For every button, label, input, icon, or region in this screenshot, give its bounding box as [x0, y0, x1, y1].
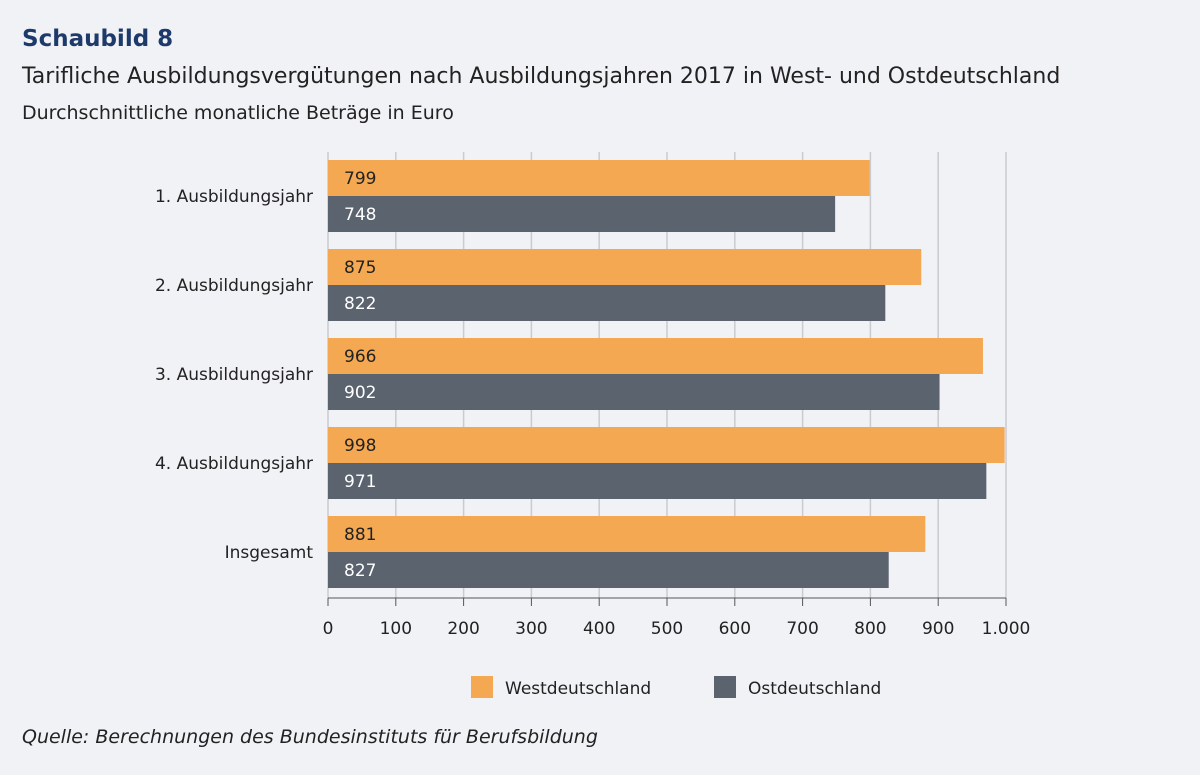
category-label: 1. Ausbildungsjahr — [155, 187, 313, 207]
tick-label: 0 — [323, 619, 334, 639]
tick-label: 500 — [651, 619, 683, 639]
bar-west — [328, 427, 1005, 463]
data-label: 881 — [344, 525, 376, 545]
data-label: 971 — [344, 472, 376, 492]
bar-ost — [328, 463, 987, 499]
data-label: 966 — [344, 347, 376, 367]
tick-label: 600 — [719, 619, 751, 639]
tick-label: 1.000 — [982, 619, 1031, 639]
tick-label: 100 — [380, 619, 412, 639]
data-label: 822 — [344, 294, 376, 314]
bar-ost — [328, 196, 836, 232]
bar-ost — [328, 374, 940, 410]
bar-west — [328, 160, 870, 196]
tick-label: 800 — [854, 619, 886, 639]
figure-label: Schaubild 8 — [22, 26, 174, 52]
chart-subtitle: Durchschnittliche monatliche Beträge in … — [22, 102, 454, 124]
tick-label: 700 — [786, 619, 818, 639]
data-label: 998 — [344, 436, 376, 456]
tick-label: 400 — [583, 619, 615, 639]
data-label: 875 — [344, 258, 376, 278]
bar-west — [328, 338, 983, 374]
category-label: 4. Ausbildungsjahr — [155, 454, 313, 474]
data-label: 902 — [344, 383, 376, 403]
data-label: 799 — [344, 169, 376, 189]
legend-swatch — [471, 676, 493, 698]
source-note: Quelle: Berechnungen des Bundesinstituts… — [22, 726, 598, 748]
legend-label: Ostdeutschland — [748, 679, 881, 699]
bar-ost — [328, 552, 889, 588]
category-label: 3. Ausbildungsjahr — [155, 365, 313, 385]
tick-label: 200 — [447, 619, 479, 639]
bar-west — [328, 249, 922, 285]
data-label: 827 — [344, 561, 376, 581]
legend-label: Westdeutschland — [505, 679, 651, 699]
category-label: Insgesamt — [225, 543, 314, 563]
bar-west — [328, 516, 926, 552]
bar-ost — [328, 285, 886, 321]
data-label: 748 — [344, 205, 376, 225]
tick-label: 900 — [922, 619, 954, 639]
category-label: 2. Ausbildungsjahr — [155, 276, 313, 296]
tick-label: 300 — [515, 619, 547, 639]
chart-title: Tarifliche Ausbildungsvergütungen nach A… — [22, 64, 1061, 89]
legend-swatch — [714, 676, 736, 698]
